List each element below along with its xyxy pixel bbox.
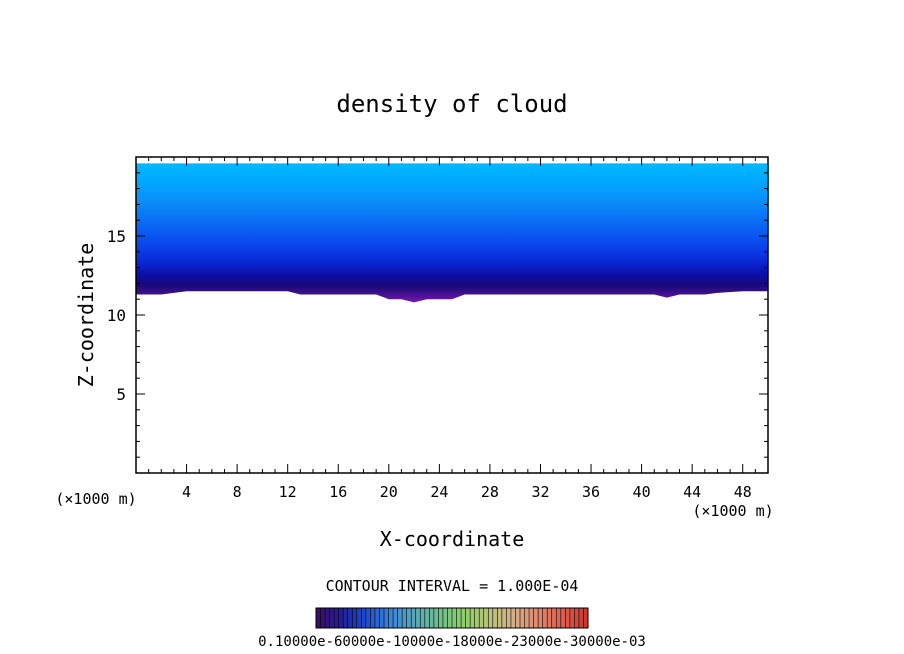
colorbar-swatch (393, 608, 399, 628)
colorbar-swatch (325, 608, 331, 628)
colorbar-swatch (365, 608, 371, 628)
y-tick-label: 10 (107, 306, 126, 325)
colorbar-swatch (447, 608, 453, 628)
colorbar-swatch (470, 608, 476, 628)
x-tick-label: 32 (531, 483, 549, 501)
colorbar-swatch (483, 608, 489, 628)
colorbar-swatch (397, 608, 403, 628)
x-axis-unit-right: (×1000 m) (692, 502, 773, 520)
x-tick-label: 8 (233, 483, 242, 501)
cloud-region (136, 163, 768, 303)
colorbar-swatch (461, 608, 467, 628)
colorbar-swatch (347, 608, 353, 628)
colorbar-swatch (424, 608, 430, 628)
axis-ticks (136, 157, 768, 473)
colorbar-swatch (329, 608, 335, 628)
colorbar-swatch (402, 608, 408, 628)
colorbar-swatch (411, 608, 417, 628)
colorbar-swatch (384, 608, 390, 628)
colorbar-swatch (433, 608, 439, 628)
colorbar-swatch (583, 608, 589, 628)
colorbar-swatch (442, 608, 448, 628)
colorbar-swatch (479, 608, 485, 628)
colorbar-tick-labels: 0.10000e-60000e-10000e-18000e-23000e-300… (258, 634, 646, 650)
colorbar-swatch (506, 608, 512, 628)
colorbar-swatch (465, 608, 471, 628)
colorbar-swatch (524, 608, 530, 628)
colorbar-swatch (547, 608, 553, 628)
colorbar-swatch (361, 608, 367, 628)
colorbar-swatch (420, 608, 426, 628)
colorbar-frame (315, 607, 589, 629)
colorbar-swatch (415, 608, 421, 628)
y-axis-label: Z-coordinate (74, 243, 98, 388)
colorbar-swatch (538, 608, 544, 628)
colorbar (315, 607, 589, 629)
y-tick-labels: 5 10 15 (107, 227, 126, 404)
colorbar-swatch (578, 608, 584, 628)
colorbar-swatch (533, 608, 539, 628)
x-tick-label: 40 (633, 483, 651, 501)
colorbar-swatch (370, 608, 376, 628)
colorbar-swatch (542, 608, 548, 628)
colorbar-swatch (334, 608, 340, 628)
colorbar-swatch (492, 608, 498, 628)
colorbar-swatch (474, 608, 480, 628)
colorbar-swatch (352, 608, 358, 628)
x-axis-label: X-coordinate (380, 527, 525, 551)
colorbar-swatch (388, 608, 394, 628)
colorbar-swatch (438, 608, 444, 628)
x-tick-label: 28 (481, 483, 499, 501)
x-tick-label: 24 (430, 483, 448, 501)
x-tick-label: 4 (182, 483, 191, 501)
x-tick-label: 12 (279, 483, 297, 501)
colorbar-swatch (452, 608, 458, 628)
x-tick-label: 20 (380, 483, 398, 501)
colorbar-swatch (497, 608, 503, 628)
x-tick-label: 44 (683, 483, 701, 501)
colorbar-swatch (565, 608, 571, 628)
colorbar-swatch (343, 608, 349, 628)
x-tick-labels: 4 8 12 16 20 24 28 32 36 40 44 48 (182, 483, 752, 501)
colorbar-swatch (551, 608, 557, 628)
colorbar-swatch (569, 608, 575, 628)
colorbar-swatch (316, 608, 322, 628)
colorbar-swatch (560, 608, 566, 628)
x-tick-label: 36 (582, 483, 600, 501)
y-tick-label: 15 (107, 227, 126, 246)
colorbar-swatch (510, 608, 516, 628)
x-tick-label: 48 (734, 483, 752, 501)
contour-interval-label: CONTOUR INTERVAL = 1.000E-04 (326, 577, 579, 595)
colorbar-swatch (529, 608, 535, 628)
colorbar-swatch (501, 608, 507, 628)
colorbar-swatch (515, 608, 521, 628)
colorbar-swatch (379, 608, 385, 628)
colorbar-swatch (429, 608, 435, 628)
colorbar-swatch (488, 608, 494, 628)
colorbar-swatch (338, 608, 344, 628)
chart-title: density of cloud (336, 90, 567, 118)
colorbar-swatch (520, 608, 526, 628)
colorbar-swatch (374, 608, 380, 628)
colorbar-swatch (456, 608, 462, 628)
colorbar-swatch (574, 608, 580, 628)
x-tick-label: 16 (329, 483, 347, 501)
y-tick-label: 5 (116, 385, 126, 404)
colorbar-swatch (406, 608, 412, 628)
colorbar-swatch (320, 608, 326, 628)
colorbar-swatch (556, 608, 562, 628)
x-axis-unit-left: (×1000 m) (55, 490, 136, 508)
colorbar-swatch (356, 608, 362, 628)
